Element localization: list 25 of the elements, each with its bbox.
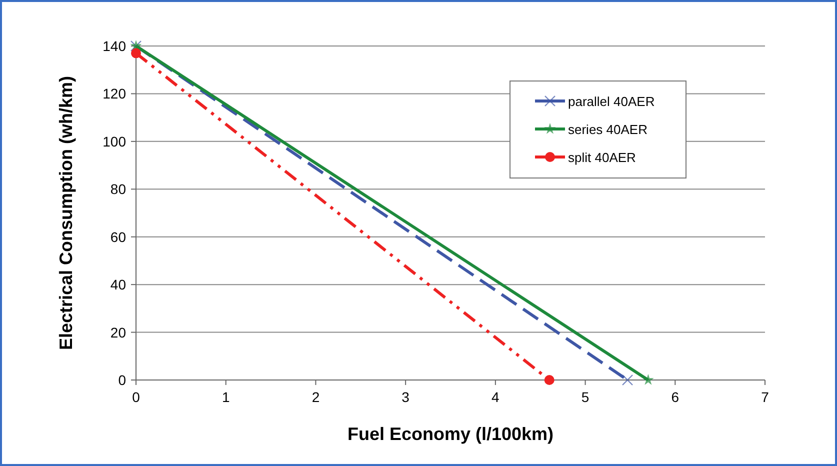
x-tick-label: 1 [222,389,230,405]
point [642,374,654,385]
x-tick-label: 2 [312,389,320,405]
point [544,375,554,385]
y-axis-title: Electrical Consumption (wh/km) [56,76,76,350]
x-tick-label: 0 [132,389,140,405]
y-tick-label: 80 [110,181,126,198]
y-tick-label: 0 [118,372,126,388]
y-tick-label: 60 [110,228,126,245]
legend-label: parallel 40AER [568,94,655,109]
y-tick-label: 20 [110,324,126,340]
point [622,374,634,386]
x-tick-label: 7 [761,389,770,405]
x-tick-label: 6 [671,389,680,405]
y-tick-label: 40 [110,276,126,293]
y-tick-label: 120 [102,86,126,102]
x-tick-label: 5 [581,389,590,405]
x-axis-title: Fuel Economy (l/100km) [347,424,554,444]
point [131,48,141,58]
legend-label: split 40AER [568,150,636,165]
y-tick-label: 140 [102,38,126,54]
y-tick-label: 100 [102,133,126,150]
x-tick-label: 3 [402,389,410,405]
legend-label: series 40AER [568,122,648,137]
x-tick-label: 4 [492,389,500,405]
